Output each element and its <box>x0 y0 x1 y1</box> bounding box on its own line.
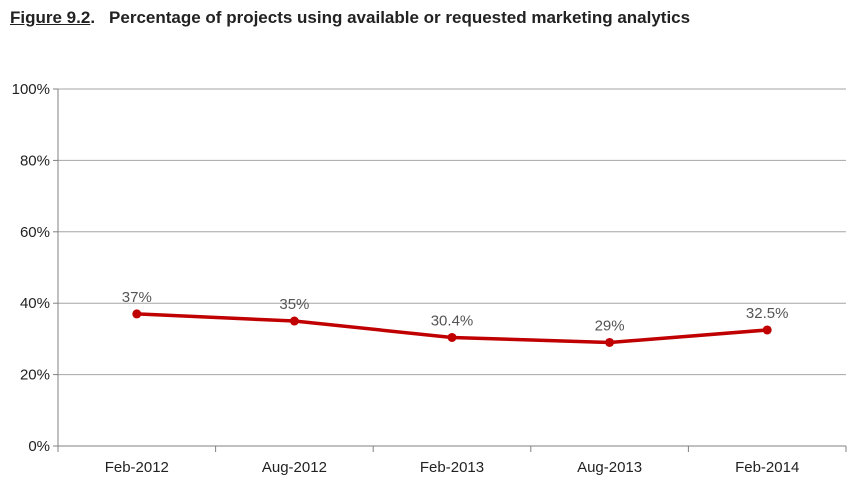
axes <box>57 89 846 447</box>
data-label: 30.4% <box>431 312 474 329</box>
series <box>132 309 772 347</box>
data-labels: 37% 35% 30.4% 29% 32.5% <box>122 289 789 335</box>
gridlines <box>58 88 846 376</box>
data-point <box>132 309 142 319</box>
y-axis-ticks: 0% 20% 40% 60% 80% 100% <box>12 81 58 455</box>
data-label: 35% <box>279 296 309 313</box>
data-point <box>762 325 772 335</box>
y-tick-label: 80% <box>20 152 50 169</box>
y-tick-label: 60% <box>20 224 50 241</box>
x-tick-label: Feb-2012 <box>105 459 169 476</box>
x-tick-label: Aug-2013 <box>577 459 642 476</box>
figure-label: Figure 9.2 <box>10 8 91 27</box>
data-point <box>289 316 299 326</box>
y-tick-label: 40% <box>20 295 50 312</box>
chart-title-text: Percentage of projects using available o… <box>109 8 691 27</box>
y-tick-label: 0% <box>28 438 50 455</box>
y-tick-label: 20% <box>20 367 50 384</box>
figure-label-suffix: . <box>90 8 96 27</box>
chart-title: Figure 9.2. Percentage of projects using … <box>10 8 690 28</box>
x-tick-label: Feb-2013 <box>420 459 484 476</box>
x-tick-label: Feb-2014 <box>735 459 799 476</box>
data-label: 32.5% <box>746 305 789 322</box>
data-point <box>447 332 457 342</box>
data-label: 37% <box>122 289 152 306</box>
data-point <box>605 337 615 347</box>
y-tick-label: 100% <box>12 81 50 98</box>
x-axis-ticks: Feb-2012 Aug-2012 Feb-2013 Aug-2013 Feb-2014 <box>57 446 847 476</box>
x-tick-label: Aug-2012 <box>262 459 327 476</box>
data-label: 29% <box>595 317 625 334</box>
